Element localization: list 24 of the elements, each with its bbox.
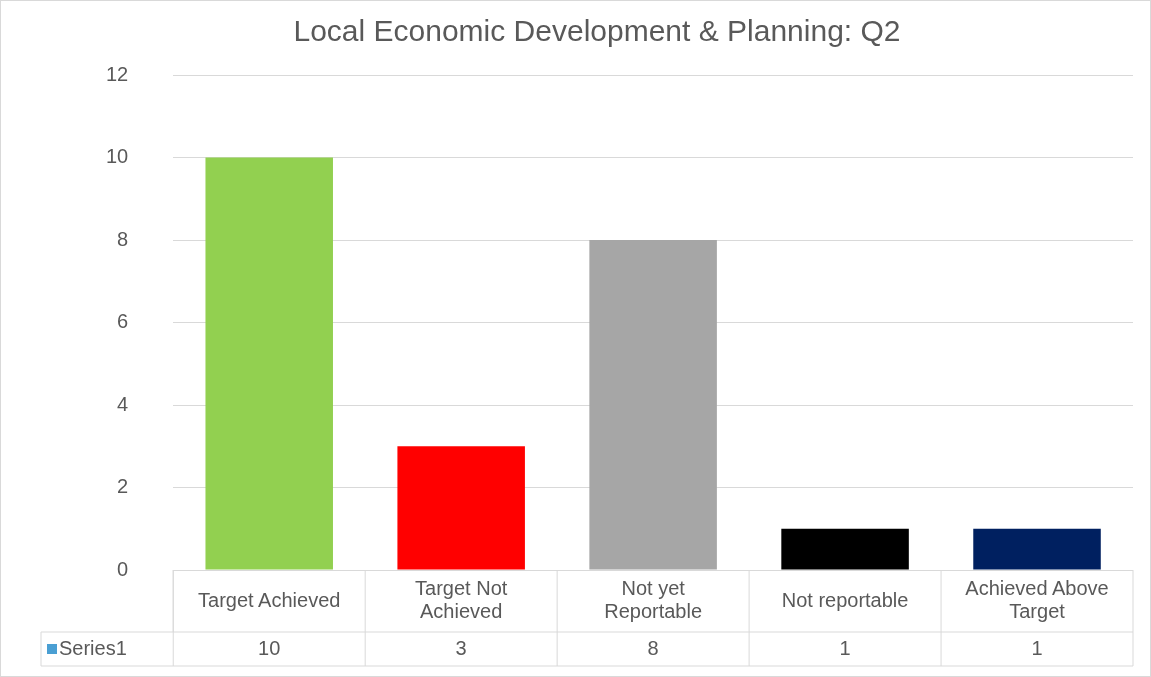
- text: Series1: [59, 636, 127, 659]
- bar: [781, 528, 909, 570]
- x-tick-label: Achieved Above Target: [965, 577, 1109, 623]
- y-tick-label: 8: [117, 227, 129, 250]
- x-tick-label: Target Not Achieved: [415, 577, 508, 623]
- chart-title: Local Economic Development & Planning: Q2: [293, 14, 901, 48]
- y-tick-label: 10: [106, 145, 129, 168]
- data-label: 8: [647, 636, 659, 659]
- y-tick-label: 4: [117, 392, 129, 415]
- data-label: 10: [258, 636, 281, 659]
- x-tick-label: Target Achieved: [198, 588, 341, 611]
- bar: [973, 528, 1101, 570]
- y-tick-label: 2: [117, 475, 129, 498]
- bar: [397, 446, 525, 570]
- bar: [205, 157, 333, 570]
- data-label: 3: [455, 636, 467, 659]
- x-tick-label: Not reportable: [781, 588, 909, 611]
- y-tick-label: 6: [117, 310, 129, 333]
- data-label: 1: [839, 636, 851, 659]
- y-tick-label: 12: [106, 62, 129, 85]
- y-tick-label: 0: [117, 557, 129, 580]
- data-label: 1: [1031, 636, 1043, 659]
- bar: [589, 240, 717, 570]
- x-tick-label: Not yet Reportable: [604, 577, 703, 623]
